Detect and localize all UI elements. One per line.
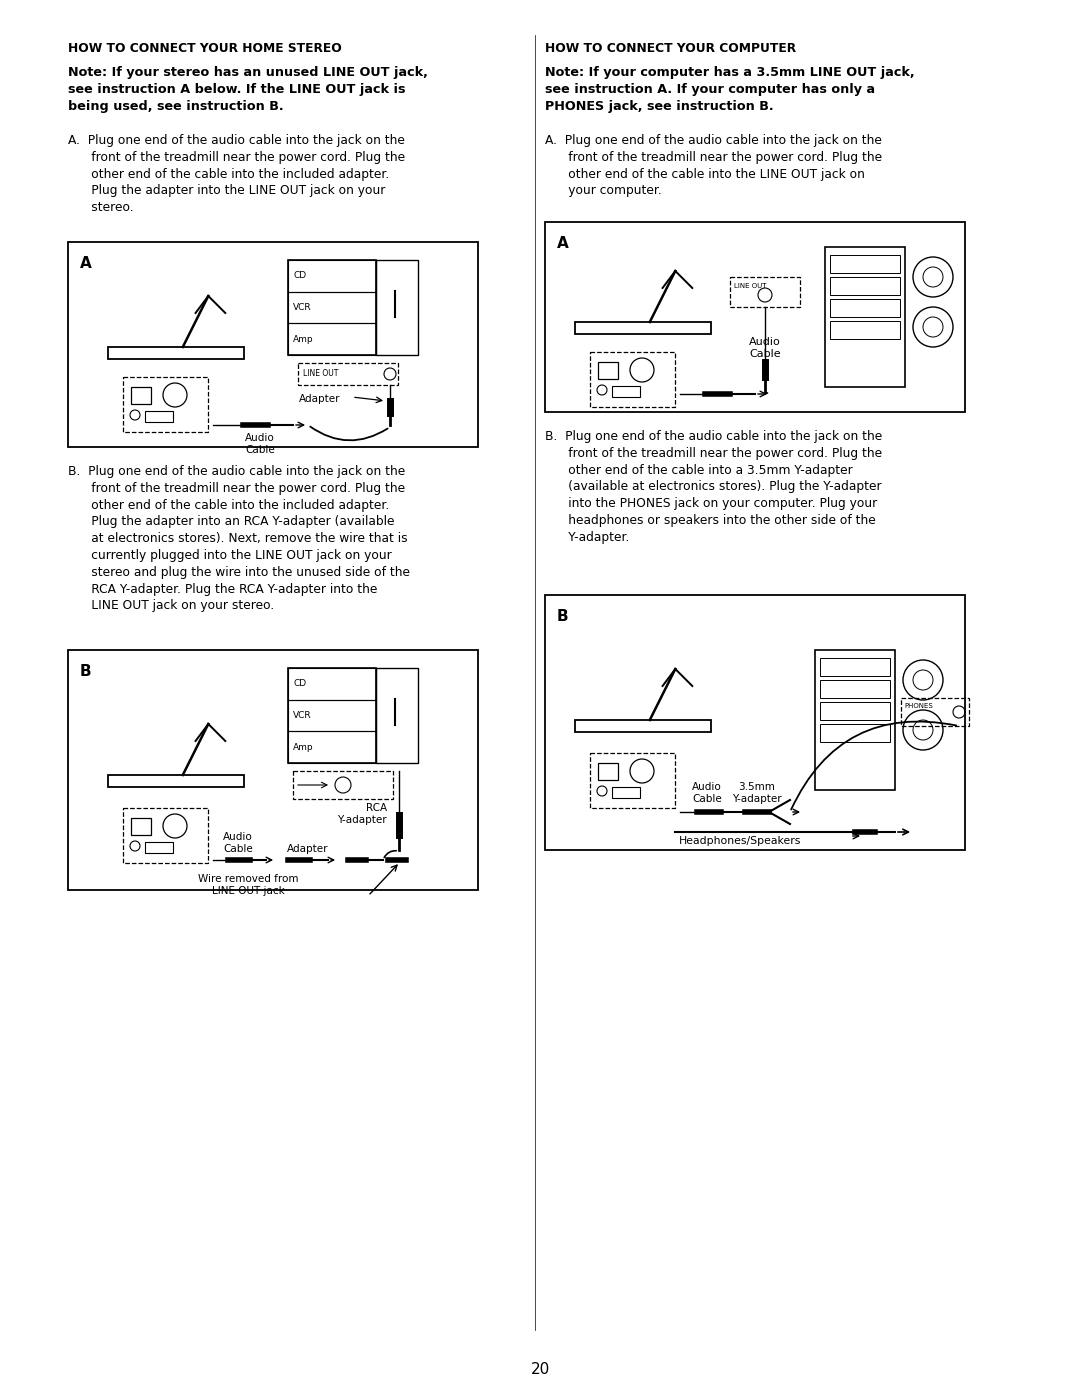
Text: LINE OUT: LINE OUT xyxy=(734,284,767,289)
Bar xyxy=(825,247,905,387)
Text: Audio
Cable: Audio Cable xyxy=(224,833,253,854)
Bar xyxy=(145,842,173,854)
Bar xyxy=(108,346,244,359)
Bar xyxy=(288,292,377,323)
Text: Audio
Cable: Audio Cable xyxy=(245,433,275,454)
Text: 20: 20 xyxy=(530,1362,550,1377)
Text: 3.5mm
Y-adapter: 3.5mm Y-adapter xyxy=(732,782,782,805)
Text: CD: CD xyxy=(293,679,306,689)
Bar xyxy=(298,363,399,386)
Text: HOW TO CONNECT YOUR HOME STEREO: HOW TO CONNECT YOUR HOME STEREO xyxy=(68,42,341,54)
Text: PHONES: PHONES xyxy=(904,703,933,710)
Text: Adapter: Adapter xyxy=(287,844,328,854)
Bar xyxy=(131,819,151,835)
Bar xyxy=(590,753,675,807)
Text: CD: CD xyxy=(293,271,306,281)
Text: A.  Plug one end of the audio cable into the jack on the
      front of the trea: A. Plug one end of the audio cable into … xyxy=(545,134,882,197)
Bar xyxy=(288,732,377,763)
Bar xyxy=(831,321,900,339)
Bar xyxy=(590,352,675,407)
Bar xyxy=(598,362,618,379)
Bar xyxy=(288,700,377,732)
Text: VCR: VCR xyxy=(293,303,312,312)
Bar xyxy=(293,771,393,799)
Bar xyxy=(612,386,640,397)
Text: B.  Plug one end of the audio cable into the jack on the
      front of the trea: B. Plug one end of the audio cable into … xyxy=(68,465,410,612)
Text: A.  Plug one end of the audio cable into the jack on the
      front of the trea: A. Plug one end of the audio cable into … xyxy=(68,134,405,214)
Text: Wire removed from
LINE OUT jack: Wire removed from LINE OUT jack xyxy=(198,875,298,895)
Bar xyxy=(820,724,890,742)
Text: Amp: Amp xyxy=(293,335,313,344)
Text: A: A xyxy=(557,236,569,251)
Bar xyxy=(123,807,208,863)
Bar xyxy=(288,260,377,355)
Bar xyxy=(288,668,377,700)
Text: LINE OUT: LINE OUT xyxy=(303,369,338,379)
Bar xyxy=(377,668,418,763)
Bar xyxy=(575,719,711,732)
Text: B.  Plug one end of the audio cable into the jack on the
      front of the trea: B. Plug one end of the audio cable into … xyxy=(545,430,882,543)
Bar xyxy=(820,703,890,719)
Text: VCR: VCR xyxy=(293,711,312,719)
Bar xyxy=(377,260,418,355)
Bar xyxy=(831,277,900,295)
Bar xyxy=(545,222,966,412)
Text: RCA
Y-adapter: RCA Y-adapter xyxy=(337,803,387,824)
Bar xyxy=(288,323,377,355)
Bar xyxy=(612,787,640,798)
Bar xyxy=(598,763,618,780)
Bar xyxy=(820,658,890,676)
Text: Audio
Cable: Audio Cable xyxy=(692,782,721,805)
Bar xyxy=(730,277,800,307)
Text: A: A xyxy=(80,256,92,271)
Bar xyxy=(288,260,377,292)
Text: Note: If your stereo has an unused LINE OUT jack,
see instruction A below. If th: Note: If your stereo has an unused LINE … xyxy=(68,66,428,113)
Text: Adapter: Adapter xyxy=(298,394,340,404)
Bar xyxy=(145,411,173,422)
Text: B: B xyxy=(80,664,92,679)
Bar xyxy=(288,668,377,763)
Text: Amp: Amp xyxy=(293,743,313,752)
Text: Note: If your computer has a 3.5mm LINE OUT jack,
see instruction A. If your com: Note: If your computer has a 3.5mm LINE … xyxy=(545,66,915,113)
Bar xyxy=(575,321,711,334)
Text: B: B xyxy=(557,609,569,624)
Bar xyxy=(815,650,895,789)
Bar xyxy=(901,698,969,726)
Text: HOW TO CONNECT YOUR COMPUTER: HOW TO CONNECT YOUR COMPUTER xyxy=(545,42,796,54)
Text: Headphones/Speakers: Headphones/Speakers xyxy=(679,835,801,847)
Bar xyxy=(131,387,151,404)
Bar xyxy=(545,595,966,849)
Text: Audio
Cable: Audio Cable xyxy=(750,337,781,359)
Bar xyxy=(831,299,900,317)
Bar xyxy=(820,680,890,698)
Bar xyxy=(123,377,208,432)
Bar xyxy=(831,256,900,272)
Bar xyxy=(108,775,244,787)
Bar xyxy=(68,242,478,447)
Bar xyxy=(68,650,478,890)
